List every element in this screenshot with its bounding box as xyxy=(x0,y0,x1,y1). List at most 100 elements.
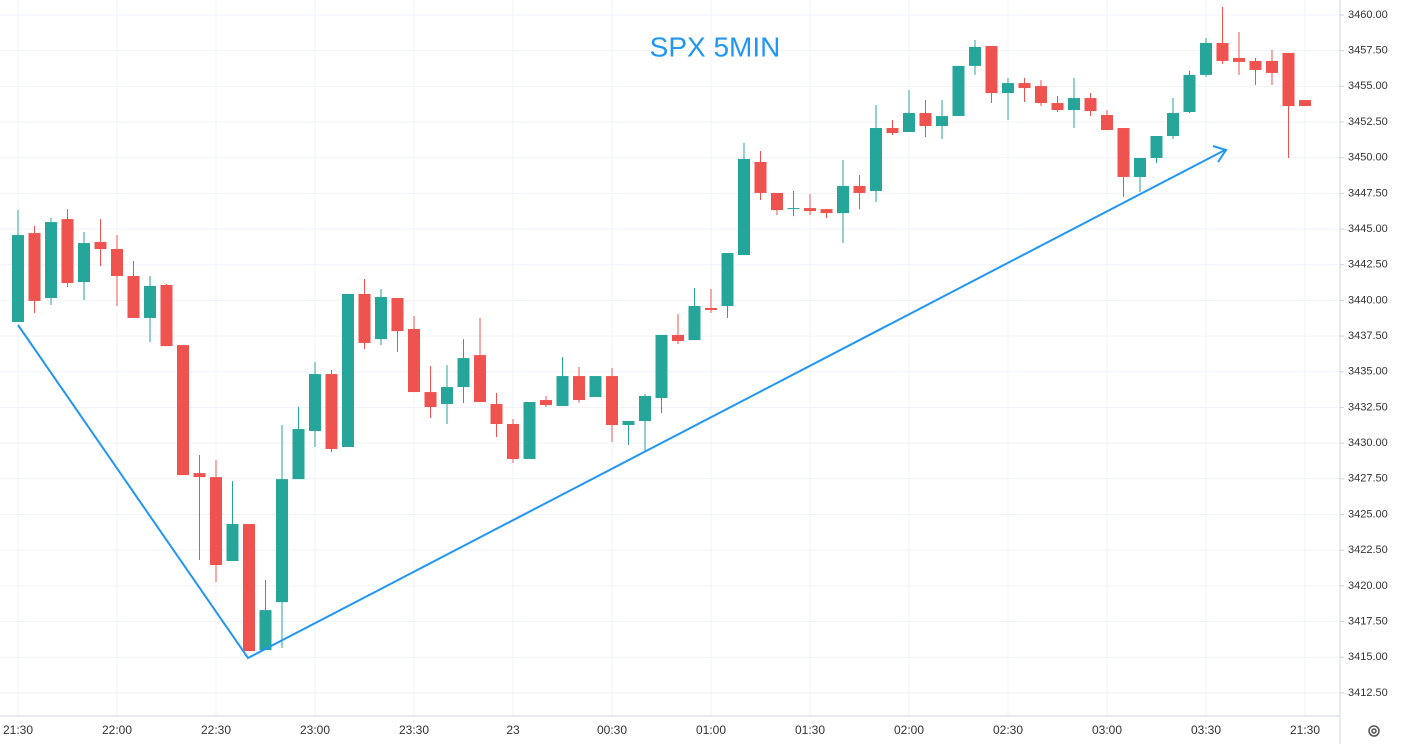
x-tick-label: 22:00 xyxy=(102,723,132,737)
y-tick-label: 3420.00 xyxy=(1348,580,1388,592)
candle-body xyxy=(243,524,255,652)
candle-body xyxy=(45,222,57,298)
candle-body xyxy=(342,293,354,447)
candle-body xyxy=(276,479,288,603)
candle-body xyxy=(837,185,849,214)
chart-title: SPX 5MIN xyxy=(650,31,781,62)
candle-body xyxy=(985,45,998,94)
candle-body xyxy=(94,242,107,250)
candle-body xyxy=(309,374,321,431)
candle-body xyxy=(210,477,222,566)
candle-body xyxy=(375,296,387,340)
y-tick-label: 3447.50 xyxy=(1348,187,1388,199)
candle-body xyxy=(457,358,470,388)
candle-body xyxy=(787,208,800,210)
candle-body xyxy=(655,334,668,399)
candle-body xyxy=(1167,113,1179,137)
axes: 3412.50 3415.00 3417.50 3420.00 3422.50 3425.… xyxy=(3,9,1388,737)
candle-body xyxy=(1249,60,1262,70)
candle-body xyxy=(226,524,239,562)
candle-body xyxy=(160,285,173,347)
candle-body xyxy=(540,400,552,406)
candle-body xyxy=(1233,57,1245,62)
y-tick-label: 3435.00 xyxy=(1348,366,1388,378)
candle-body xyxy=(358,293,371,343)
candle-body xyxy=(853,185,866,193)
candle-body xyxy=(408,328,420,393)
candle-body xyxy=(556,376,569,407)
y-tick-label: 3432.50 xyxy=(1348,401,1388,413)
y-tick-label: 3412.50 xyxy=(1348,687,1388,699)
y-tick-label: 3455.00 xyxy=(1348,80,1388,92)
candle-body xyxy=(1051,103,1064,111)
candle-body xyxy=(705,307,717,310)
candle-body xyxy=(573,376,585,401)
x-tick-label: 03:30 xyxy=(1191,723,1221,737)
candle-body xyxy=(1266,60,1278,73)
x-tick-label: 21:30 xyxy=(1290,723,1320,737)
x-tick-label: 03:00 xyxy=(1092,723,1122,737)
y-tick-label: 3415.00 xyxy=(1348,651,1388,663)
y-tick-label: 3452.50 xyxy=(1348,116,1388,128)
settings-gear[interactable] xyxy=(1368,725,1380,737)
y-tick-label: 3440.00 xyxy=(1348,294,1388,306)
x-tick-label: 02:00 xyxy=(894,723,924,737)
candle-body xyxy=(78,243,90,283)
candle-body xyxy=(1084,98,1097,112)
candle-body xyxy=(952,65,965,117)
candle-body xyxy=(672,334,684,342)
x-tick-label: 02:30 xyxy=(993,723,1023,737)
candle-body xyxy=(969,46,981,66)
candle-body xyxy=(292,429,305,480)
candle-body xyxy=(325,374,338,449)
x-tick-label: 23:30 xyxy=(399,723,429,737)
candle-body xyxy=(936,116,948,127)
candle-body xyxy=(1101,115,1113,131)
candle-body xyxy=(1216,42,1229,61)
candle-body xyxy=(144,286,156,318)
settings-icon[interactable] xyxy=(1368,725,1380,737)
candle-body xyxy=(622,421,635,426)
y-tick-label: 3450.00 xyxy=(1348,152,1388,164)
candle-body xyxy=(474,355,486,403)
candle-body xyxy=(391,297,404,332)
candle-body xyxy=(1035,86,1047,104)
candle-body xyxy=(820,209,833,214)
candle-body xyxy=(507,424,519,459)
x-tick-label: 23:00 xyxy=(300,723,330,737)
candle-body xyxy=(1002,83,1014,94)
candle-body xyxy=(28,233,41,301)
candle-body xyxy=(424,392,437,408)
y-tick-label: 3425.00 xyxy=(1348,508,1388,520)
settings-gear-center[interactable] xyxy=(1371,728,1377,734)
trend-lines xyxy=(17,145,1228,660)
candle-body xyxy=(886,128,899,134)
candle-body xyxy=(870,128,882,191)
y-tick-label: 3442.50 xyxy=(1348,259,1388,271)
candle-body xyxy=(12,235,24,322)
candle-body xyxy=(1068,98,1080,111)
candle-body xyxy=(606,376,618,426)
candle-body xyxy=(61,219,74,284)
y-tick-label: 3437.50 xyxy=(1348,330,1388,342)
candle-body xyxy=(259,610,272,651)
y-tick-label: 3445.00 xyxy=(1348,223,1388,235)
candle-body xyxy=(1183,74,1196,113)
candle-body xyxy=(1117,128,1130,177)
candle-body xyxy=(688,305,701,341)
candle-body xyxy=(1282,52,1295,107)
y-tick-label: 3422.50 xyxy=(1348,544,1388,556)
candle-body xyxy=(111,249,123,277)
candle-body xyxy=(903,113,915,133)
candles xyxy=(12,6,1311,652)
y-tick-label: 3417.50 xyxy=(1348,615,1388,627)
candle-body xyxy=(919,113,932,127)
y-tick-label: 3460.00 xyxy=(1348,9,1388,21)
candle-body xyxy=(441,387,453,405)
x-tick-label: 22:30 xyxy=(201,723,231,737)
candle-body xyxy=(1150,136,1163,158)
x-tick-label: 23 xyxy=(506,723,520,737)
candle-body xyxy=(1299,100,1311,107)
candle-body xyxy=(127,276,140,318)
